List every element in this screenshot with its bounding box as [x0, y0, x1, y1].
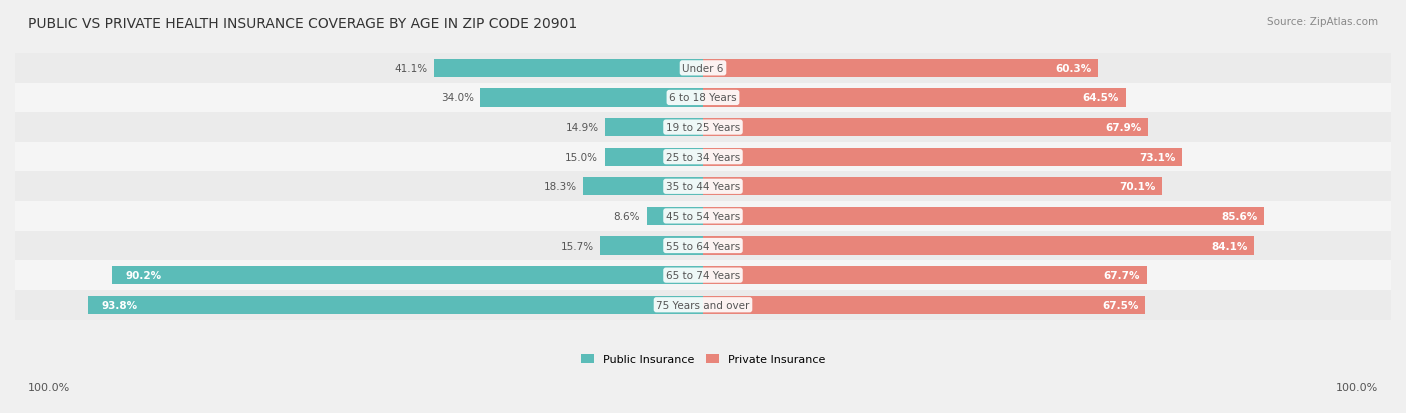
- Bar: [15, 231, 1391, 261]
- Text: 15.0%: 15.0%: [565, 152, 598, 162]
- Text: 35 to 44 Years: 35 to 44 Years: [666, 182, 740, 192]
- Text: 73.1%: 73.1%: [1139, 152, 1175, 162]
- Text: 75 Years and over: 75 Years and over: [657, 300, 749, 310]
- Text: PUBLIC VS PRIVATE HEALTH INSURANCE COVERAGE BY AGE IN ZIP CODE 20901: PUBLIC VS PRIVATE HEALTH INSURANCE COVER…: [28, 17, 578, 31]
- Text: 67.5%: 67.5%: [1102, 300, 1139, 310]
- Bar: [481, 89, 703, 107]
- Text: 100.0%: 100.0%: [1336, 382, 1378, 392]
- Text: 19 to 25 Years: 19 to 25 Years: [666, 123, 740, 133]
- Text: 45 to 54 Years: 45 to 54 Years: [666, 211, 740, 221]
- Text: 14.9%: 14.9%: [565, 123, 599, 133]
- Bar: [15, 83, 1391, 113]
- Text: 25 to 34 Years: 25 to 34 Years: [666, 152, 740, 162]
- Bar: [15, 202, 1391, 231]
- Bar: [703, 178, 1163, 196]
- Bar: [15, 290, 1391, 320]
- Text: 70.1%: 70.1%: [1119, 182, 1156, 192]
- Legend: Public Insurance, Private Insurance: Public Insurance, Private Insurance: [575, 349, 831, 370]
- Text: 85.6%: 85.6%: [1220, 211, 1257, 221]
- Bar: [703, 237, 1254, 255]
- Bar: [112, 266, 703, 285]
- Bar: [433, 59, 703, 78]
- Bar: [703, 119, 1147, 137]
- Text: 41.1%: 41.1%: [394, 64, 427, 74]
- Text: 65 to 74 Years: 65 to 74 Years: [666, 271, 740, 280]
- Text: 18.3%: 18.3%: [543, 182, 576, 192]
- Text: 8.6%: 8.6%: [613, 211, 640, 221]
- Text: 90.2%: 90.2%: [125, 271, 162, 280]
- Bar: [703, 266, 1147, 285]
- Text: 15.7%: 15.7%: [561, 241, 593, 251]
- Bar: [15, 261, 1391, 290]
- Bar: [89, 296, 703, 314]
- Bar: [703, 207, 1264, 225]
- Text: 67.7%: 67.7%: [1104, 271, 1140, 280]
- Bar: [15, 142, 1391, 172]
- Bar: [15, 113, 1391, 142]
- Text: Source: ZipAtlas.com: Source: ZipAtlas.com: [1267, 17, 1378, 26]
- Bar: [703, 296, 1146, 314]
- Bar: [647, 207, 703, 225]
- Text: 93.8%: 93.8%: [101, 300, 138, 310]
- Text: 55 to 64 Years: 55 to 64 Years: [666, 241, 740, 251]
- Bar: [583, 178, 703, 196]
- Bar: [703, 59, 1098, 78]
- Text: 34.0%: 34.0%: [440, 93, 474, 103]
- Text: 60.3%: 60.3%: [1056, 64, 1091, 74]
- Bar: [15, 172, 1391, 202]
- Text: 6 to 18 Years: 6 to 18 Years: [669, 93, 737, 103]
- Bar: [15, 54, 1391, 83]
- Bar: [606, 119, 703, 137]
- Text: 67.9%: 67.9%: [1105, 123, 1142, 133]
- Text: 100.0%: 100.0%: [28, 382, 70, 392]
- Text: 64.5%: 64.5%: [1083, 93, 1119, 103]
- Bar: [605, 148, 703, 166]
- Bar: [703, 148, 1182, 166]
- Bar: [703, 89, 1126, 107]
- Text: Under 6: Under 6: [682, 64, 724, 74]
- Text: 84.1%: 84.1%: [1211, 241, 1247, 251]
- Bar: [600, 237, 703, 255]
